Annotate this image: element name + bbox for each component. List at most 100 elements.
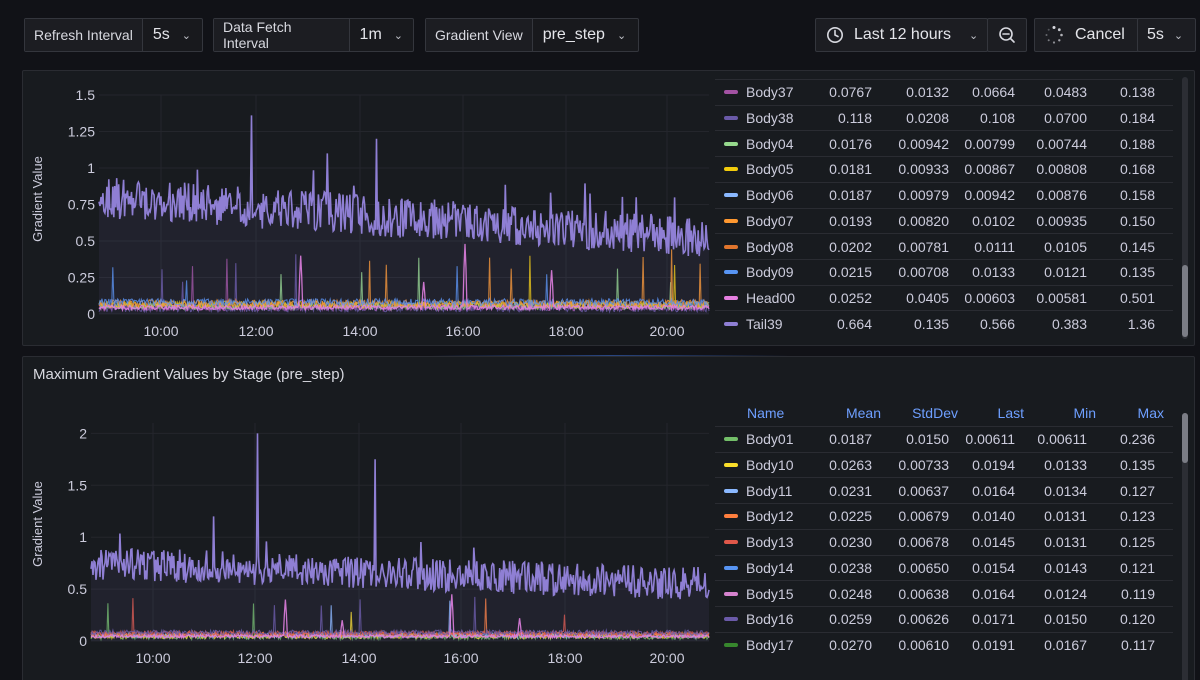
legend-row[interactable]: Tail39 0.664 0.135 0.566 0.383 1.36 [715, 310, 1173, 336]
series-color-swatch [724, 565, 738, 570]
cancel-label: Cancel [1075, 26, 1125, 43]
series-name: Body09 [746, 264, 794, 281]
legend-value: 0.0133 [1044, 457, 1087, 474]
zoom-out-button[interactable] [987, 18, 1027, 52]
y-tick-label: 0 [79, 633, 87, 649]
legend-scrollbar[interactable] [1182, 413, 1188, 680]
legend-row[interactable]: Body37 0.0767 0.0132 0.0664 0.0483 0.138 [715, 79, 1173, 105]
legend-value: 0.00942 [964, 187, 1015, 204]
y-tick-labels: 2 1.5 1 0.5 0 [68, 425, 88, 649]
legend-value: 0.00611 [965, 431, 1015, 448]
series-color-swatch [724, 321, 738, 326]
data-fetch-interval-select[interactable]: 1m ⌄ [350, 19, 413, 51]
series-color-swatch [724, 116, 738, 121]
legend-header-max[interactable]: Max [1137, 405, 1164, 421]
gradient-view-control[interactable]: Gradient View pre_step ⌄ [425, 18, 639, 52]
chevron-down-icon: ⌄ [616, 29, 627, 42]
legend-value: 0.00679 [898, 508, 949, 525]
legend-value: 0.664 [836, 315, 872, 332]
x-tick-label: 14:00 [342, 323, 377, 339]
legend-row[interactable]: Body09 0.0215 0.00708 0.0133 0.0121 0.135 [715, 258, 1173, 285]
legend-row[interactable]: Body06 0.0187 0.00979 0.00942 0.00876 0.158 [715, 181, 1173, 208]
x-tick-label: 10:00 [143, 323, 178, 339]
legend-row[interactable]: Body12 0.0225 0.00679 0.0140 0.0131 0.123 [715, 503, 1173, 529]
gradient-view-select[interactable]: pre_step ⌄ [533, 19, 636, 51]
legend-value: 0.0225 [829, 508, 872, 525]
time-range-picker[interactable]: Last 12 hours ⌄ [815, 18, 988, 52]
legend-header-last[interactable]: Last [997, 405, 1024, 421]
scrollbar-thumb[interactable] [1182, 413, 1188, 463]
legend-value: 0.0150 [1044, 611, 1087, 628]
series-color-swatch [724, 141, 738, 146]
legend-row[interactable]: Body15 0.0248 0.00638 0.0164 0.0124 0.119 [715, 580, 1173, 606]
legend-value: 0.00581 [1036, 289, 1087, 306]
auto-refresh-interval-picker[interactable]: 5s ⌄ [1137, 18, 1196, 52]
legend-row[interactable]: Body17 0.0270 0.00610 0.0191 0.0167 0.117 [715, 631, 1173, 658]
legend-value: 0.566 [979, 315, 1015, 332]
legend-value: 0.0111 [974, 238, 1015, 255]
series-color-swatch [724, 295, 738, 300]
series-color-swatch [724, 591, 738, 596]
series-name: Body11 [746, 482, 793, 499]
legend-row[interactable]: Body07 0.0193 0.00820 0.0102 0.00935 0.150 [715, 207, 1173, 234]
legend-row[interactable]: Head00 0.0252 0.0405 0.00603 0.00581 0.501 [715, 284, 1173, 311]
legend-value: 0.00935 [1036, 212, 1087, 229]
legend-value: 0.0215 [829, 264, 872, 281]
legend-value: 0.168 [1119, 161, 1155, 178]
series-color-swatch [724, 193, 738, 198]
chart-series [98, 115, 710, 315]
legend-header-mean[interactable]: Mean [845, 405, 881, 421]
legend-value: 0.0248 [829, 585, 872, 602]
legend-row[interactable]: Body10 0.0263 0.00733 0.0194 0.0133 0.135 [715, 451, 1173, 478]
legend-value: 0.0231 [829, 482, 872, 499]
series-line [98, 243, 710, 313]
series-line [90, 433, 710, 600]
legend-value: 0.0252 [829, 289, 872, 306]
refresh-interval-control[interactable]: Refresh Interval 5s ⌄ [24, 18, 203, 52]
legend-value: 0.00610 [898, 636, 949, 653]
refresh-interval-select[interactable]: 5s ⌄ [143, 19, 201, 51]
legend-value: 0.501 [1119, 289, 1155, 306]
series-name: Head00 [746, 289, 796, 306]
legend-value: 0.00626 [898, 611, 949, 628]
legend-value: 0.00781 [898, 238, 949, 255]
data-fetch-interval-control[interactable]: Data Fetch Interval 1m ⌄ [213, 18, 414, 52]
legend-value: 0.0167 [1044, 636, 1087, 653]
legend-row[interactable]: Body38 0.118 0.0208 0.108 0.0700 0.184 [715, 104, 1173, 131]
legend-row[interactable]: Body01 0.0187 0.0150 0.00611 0.00611 0.236 [715, 426, 1173, 452]
legend-row[interactable]: Body04 0.0176 0.00942 0.00799 0.00744 0.188 [715, 130, 1173, 156]
legend-value: 0.0483 [1044, 84, 1087, 101]
y-tick-label: 0 [87, 306, 95, 322]
legend-row[interactable]: Body14 0.0238 0.00650 0.0154 0.0143 0.121 [715, 554, 1173, 581]
legend-row[interactable]: Body13 0.0230 0.00678 0.0145 0.0131 0.125 [715, 528, 1173, 555]
legend-row[interactable]: Body11 0.0231 0.00637 0.0164 0.0134 0.127 [715, 477, 1173, 503]
legend-row[interactable]: Body08 0.0202 0.00781 0.0111 0.0105 0.145 [715, 233, 1173, 259]
cancel-button[interactable]: Cancel [1034, 18, 1139, 52]
legend-value: 0.117 [1121, 636, 1155, 653]
legend-scrollbar[interactable] [1182, 77, 1188, 339]
y-tick-label: 0.75 [68, 197, 95, 213]
y-tick-label: 1.5 [68, 477, 88, 493]
legend-row[interactable]: Body16 0.0259 0.00626 0.0171 0.0150 0.120 [715, 605, 1173, 632]
legend-value: 0.0230 [829, 534, 872, 551]
legend-header-min[interactable]: Min [1073, 405, 1096, 421]
legend-value: 0.00638 [898, 585, 949, 602]
legend-value: 0.0270 [829, 636, 872, 653]
legend-value: 0.0700 [1044, 110, 1087, 127]
legend-row[interactable]: Body05 0.0181 0.00933 0.00867 0.00808 0.168 [715, 156, 1173, 182]
legend-value: 0.0187 [829, 431, 872, 448]
series-color-swatch [724, 540, 738, 545]
legend-header-name[interactable]: Name [747, 405, 785, 421]
scrollbar-thumb[interactable] [1182, 265, 1188, 337]
legend-header-stddev[interactable]: StdDev [912, 405, 958, 421]
legend-value: 0.120 [1119, 611, 1155, 628]
x-tick-labels: 10:00 12:00 14:00 16:00 18:00 20:00 [143, 323, 684, 339]
legend-value: 0.0150 [906, 431, 949, 448]
series-name: Body16 [746, 611, 794, 628]
legend-value: 0.00799 [964, 135, 1015, 152]
chart-series [90, 433, 710, 642]
series-color-swatch [724, 488, 738, 493]
zoom-out-icon [999, 27, 1015, 43]
x-tick-label: 12:00 [237, 650, 272, 666]
legend-value: 0.0143 [1044, 559, 1087, 576]
